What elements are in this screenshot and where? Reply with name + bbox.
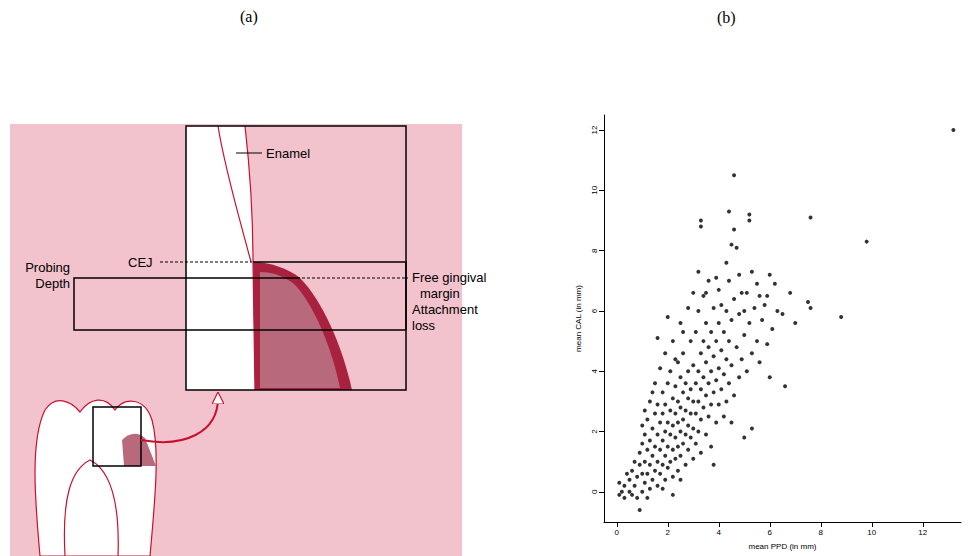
- svg-text:12: 12: [918, 528, 927, 537]
- svg-text:4: 4: [717, 528, 722, 537]
- svg-text:6: 6: [590, 308, 599, 313]
- svg-text:0: 0: [615, 528, 620, 537]
- svg-text:mean PPD (in mm): mean PPD (in mm): [748, 542, 816, 551]
- svg-text:Free gingival: Free gingival: [412, 270, 487, 285]
- svg-text:6: 6: [768, 528, 773, 537]
- svg-text:mean CAL (in mm): mean CAL (in mm): [574, 285, 583, 352]
- svg-text:12: 12: [590, 125, 599, 134]
- svg-text:4: 4: [590, 368, 599, 373]
- svg-text:0: 0: [590, 489, 599, 494]
- svg-text:(a): (a): [240, 8, 258, 26]
- svg-text:2: 2: [590, 429, 599, 434]
- svg-text:loss: loss: [412, 318, 436, 333]
- svg-text:10: 10: [590, 185, 599, 194]
- svg-text:margin: margin: [420, 286, 460, 301]
- svg-text:Probing: Probing: [25, 260, 70, 275]
- svg-text:Enamel: Enamel: [266, 146, 310, 161]
- svg-text:Depth: Depth: [35, 276, 70, 291]
- svg-text:CEJ: CEJ: [128, 255, 153, 270]
- svg-text:8: 8: [590, 248, 599, 253]
- svg-text:10: 10: [867, 528, 876, 537]
- svg-text:Attachment: Attachment: [412, 302, 478, 317]
- svg-text:2: 2: [666, 528, 671, 537]
- svg-text:8: 8: [819, 528, 824, 537]
- svg-text:(b): (b): [717, 9, 736, 27]
